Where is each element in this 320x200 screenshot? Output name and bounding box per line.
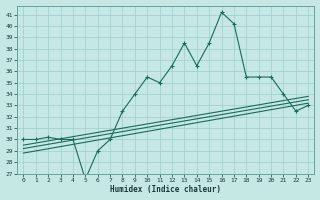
X-axis label: Humidex (Indice chaleur): Humidex (Indice chaleur)	[110, 185, 221, 194]
